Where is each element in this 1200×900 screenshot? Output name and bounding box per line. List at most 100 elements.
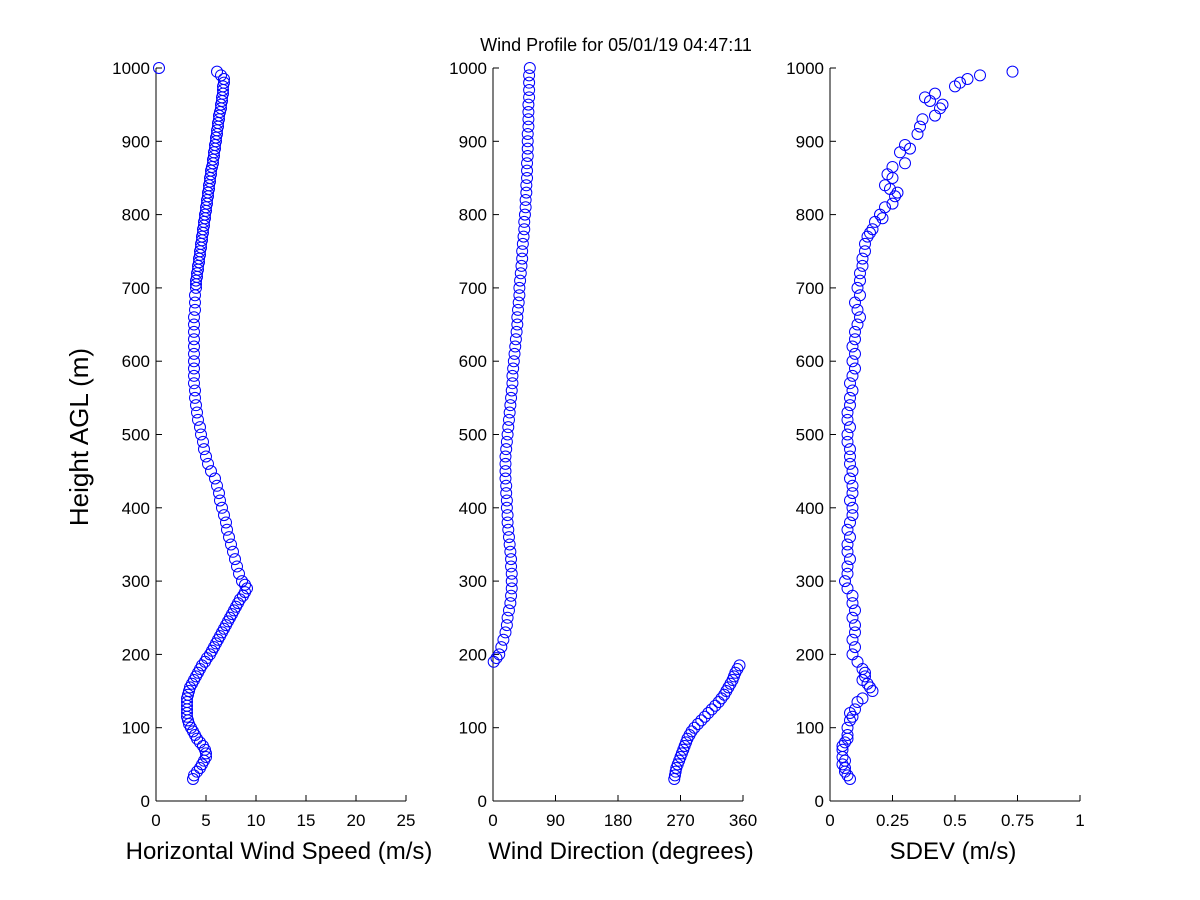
sdev-y-tick-label: 300: [796, 572, 824, 591]
wind-speed-x-tick-label: 20: [347, 811, 366, 830]
wind-speed-data-point: [153, 62, 165, 74]
wind-direction-data-point: [501, 428, 514, 441]
wind-direction-data-point: [500, 494, 513, 507]
wind-speed-data-point: [229, 553, 241, 566]
sdev-data-point: [846, 487, 859, 500]
sdev-data-point: [854, 267, 866, 280]
wind-speed-data-point: [189, 384, 201, 397]
wind-speed-x-tick-label: 0: [151, 811, 160, 830]
wind-direction-data-point: [518, 223, 531, 236]
sdev-data-point: [876, 212, 889, 225]
sdev-data-point: [844, 399, 856, 412]
wind-speed-data-point: [188, 369, 200, 382]
sdev-y-tick-label: 400: [796, 499, 824, 518]
wind-speed-y-tick-label: 0: [141, 792, 150, 811]
wind-direction-y-tick-label: 0: [478, 792, 487, 811]
sdev-data-point: [849, 325, 861, 338]
wind-direction-data-point: [523, 69, 536, 82]
sdev-data-point: [849, 641, 861, 654]
wind-speed-data-point: [191, 406, 203, 419]
wind-direction-data-point: [519, 193, 532, 206]
sdev-x-tick-label: 0: [825, 811, 834, 830]
wind-direction-data-point: [521, 171, 534, 184]
sdev-data-point: [1006, 65, 1019, 78]
sdev-data-point: [844, 450, 856, 463]
wind-direction-data-point: [516, 237, 529, 250]
wind-speed-points: [153, 62, 253, 786]
wind-direction-data-point: [499, 457, 512, 470]
sdev-data-point: [844, 494, 856, 507]
sdev-data-point: [846, 597, 859, 610]
wind-direction-data-point: [507, 362, 520, 375]
sdev-data-point: [851, 303, 864, 316]
wind-direction-data-point: [668, 773, 681, 786]
wind-speed-data-point: [197, 435, 209, 448]
sdev-data-point: [841, 729, 854, 742]
wind-speed-data-point: [209, 472, 221, 485]
wind-direction-data-point: [505, 589, 518, 602]
wind-direction-data-point: [516, 245, 529, 258]
wind-speed-data-point: [189, 303, 201, 316]
sdev-data-point: [849, 333, 861, 346]
sdev-data-point: [929, 109, 941, 122]
sdev-data-point: [841, 769, 854, 782]
wind-speed-data-point: [189, 296, 201, 309]
wind-direction-data-point: [507, 355, 520, 368]
sdev-data-point: [864, 226, 876, 239]
sdev-data-point: [839, 575, 851, 588]
wind-direction-data-point: [511, 311, 524, 324]
wind-speed-data-point: [190, 399, 202, 412]
sdev-data-point: [844, 421, 856, 434]
wind-speed-data-point: [200, 450, 212, 463]
wind-speed-data-point: [190, 281, 202, 294]
wind-direction-data-point: [695, 714, 708, 727]
wind-speed-data-point: [190, 274, 202, 287]
sdev-y-tick-label: 700: [796, 279, 824, 298]
wind-direction-data-point: [500, 501, 513, 514]
wind-speed-x-tick-label: 25: [397, 811, 416, 830]
sdev-y-tick-label: 200: [796, 645, 824, 664]
sdev-data-point: [899, 157, 911, 170]
wind-direction-data-point: [502, 413, 515, 426]
sdev-data-point: [841, 523, 854, 536]
wind-speed-data-point: [188, 355, 200, 368]
wind-direction-data-point: [505, 567, 518, 580]
wind-direction-data-point: [516, 252, 529, 265]
wind-direction-data-point: [709, 699, 722, 712]
sdev-y-tick-label: 600: [796, 352, 824, 371]
wind-speed-y-tick-label: 100: [122, 719, 150, 738]
wind-direction-data-point: [523, 62, 536, 74]
sdev-y-tick-label: 100: [796, 719, 824, 738]
wind-direction-data-point: [520, 186, 533, 199]
wind-speed-data-point: [191, 765, 203, 778]
wind-speed-data-point: [188, 340, 200, 353]
wind-direction-data-point: [503, 538, 516, 551]
sdev-panel: SDEV (m/s) 0 0.25 0.5 0.75 1 0 100 200 300 400 500…: [786, 59, 1085, 865]
sdev-data-point: [836, 758, 849, 771]
wind-direction-data-point: [501, 509, 514, 522]
sdev-x-tick-label: 0.25: [876, 811, 909, 830]
wind-speed-y-tick-label: 300: [122, 572, 150, 591]
sdev-data-point: [924, 94, 936, 107]
wind-speed-data-point: [227, 545, 239, 558]
wind-direction-y-tick-label: 100: [459, 719, 487, 738]
wind-direction-data-point: [519, 201, 532, 214]
wind-direction-y-tick-label: 500: [459, 426, 487, 445]
sdev-data-point: [949, 80, 961, 93]
wind-speed-y-tick-label: 700: [122, 279, 150, 298]
sdev-data-point: [844, 773, 856, 786]
sdev-x-axis-label: SDEV (m/s): [890, 838, 1017, 865]
wind-direction-data-point: [705, 703, 718, 716]
sdev-data-point: [836, 751, 849, 764]
wind-direction-data-point: [503, 406, 516, 419]
wind-speed-data-point: [189, 391, 201, 404]
wind-direction-data-point: [500, 619, 513, 632]
sdev-data-point: [844, 443, 856, 456]
sdev-data-point: [846, 369, 859, 382]
sdev-data-point: [854, 311, 866, 324]
wind-direction-data-point: [522, 113, 535, 126]
sdev-data-point: [849, 362, 861, 375]
wind-direction-data-point: [509, 340, 522, 353]
sdev-x-tick-label: 0.5: [943, 811, 967, 830]
sdev-data-point: [859, 666, 871, 679]
